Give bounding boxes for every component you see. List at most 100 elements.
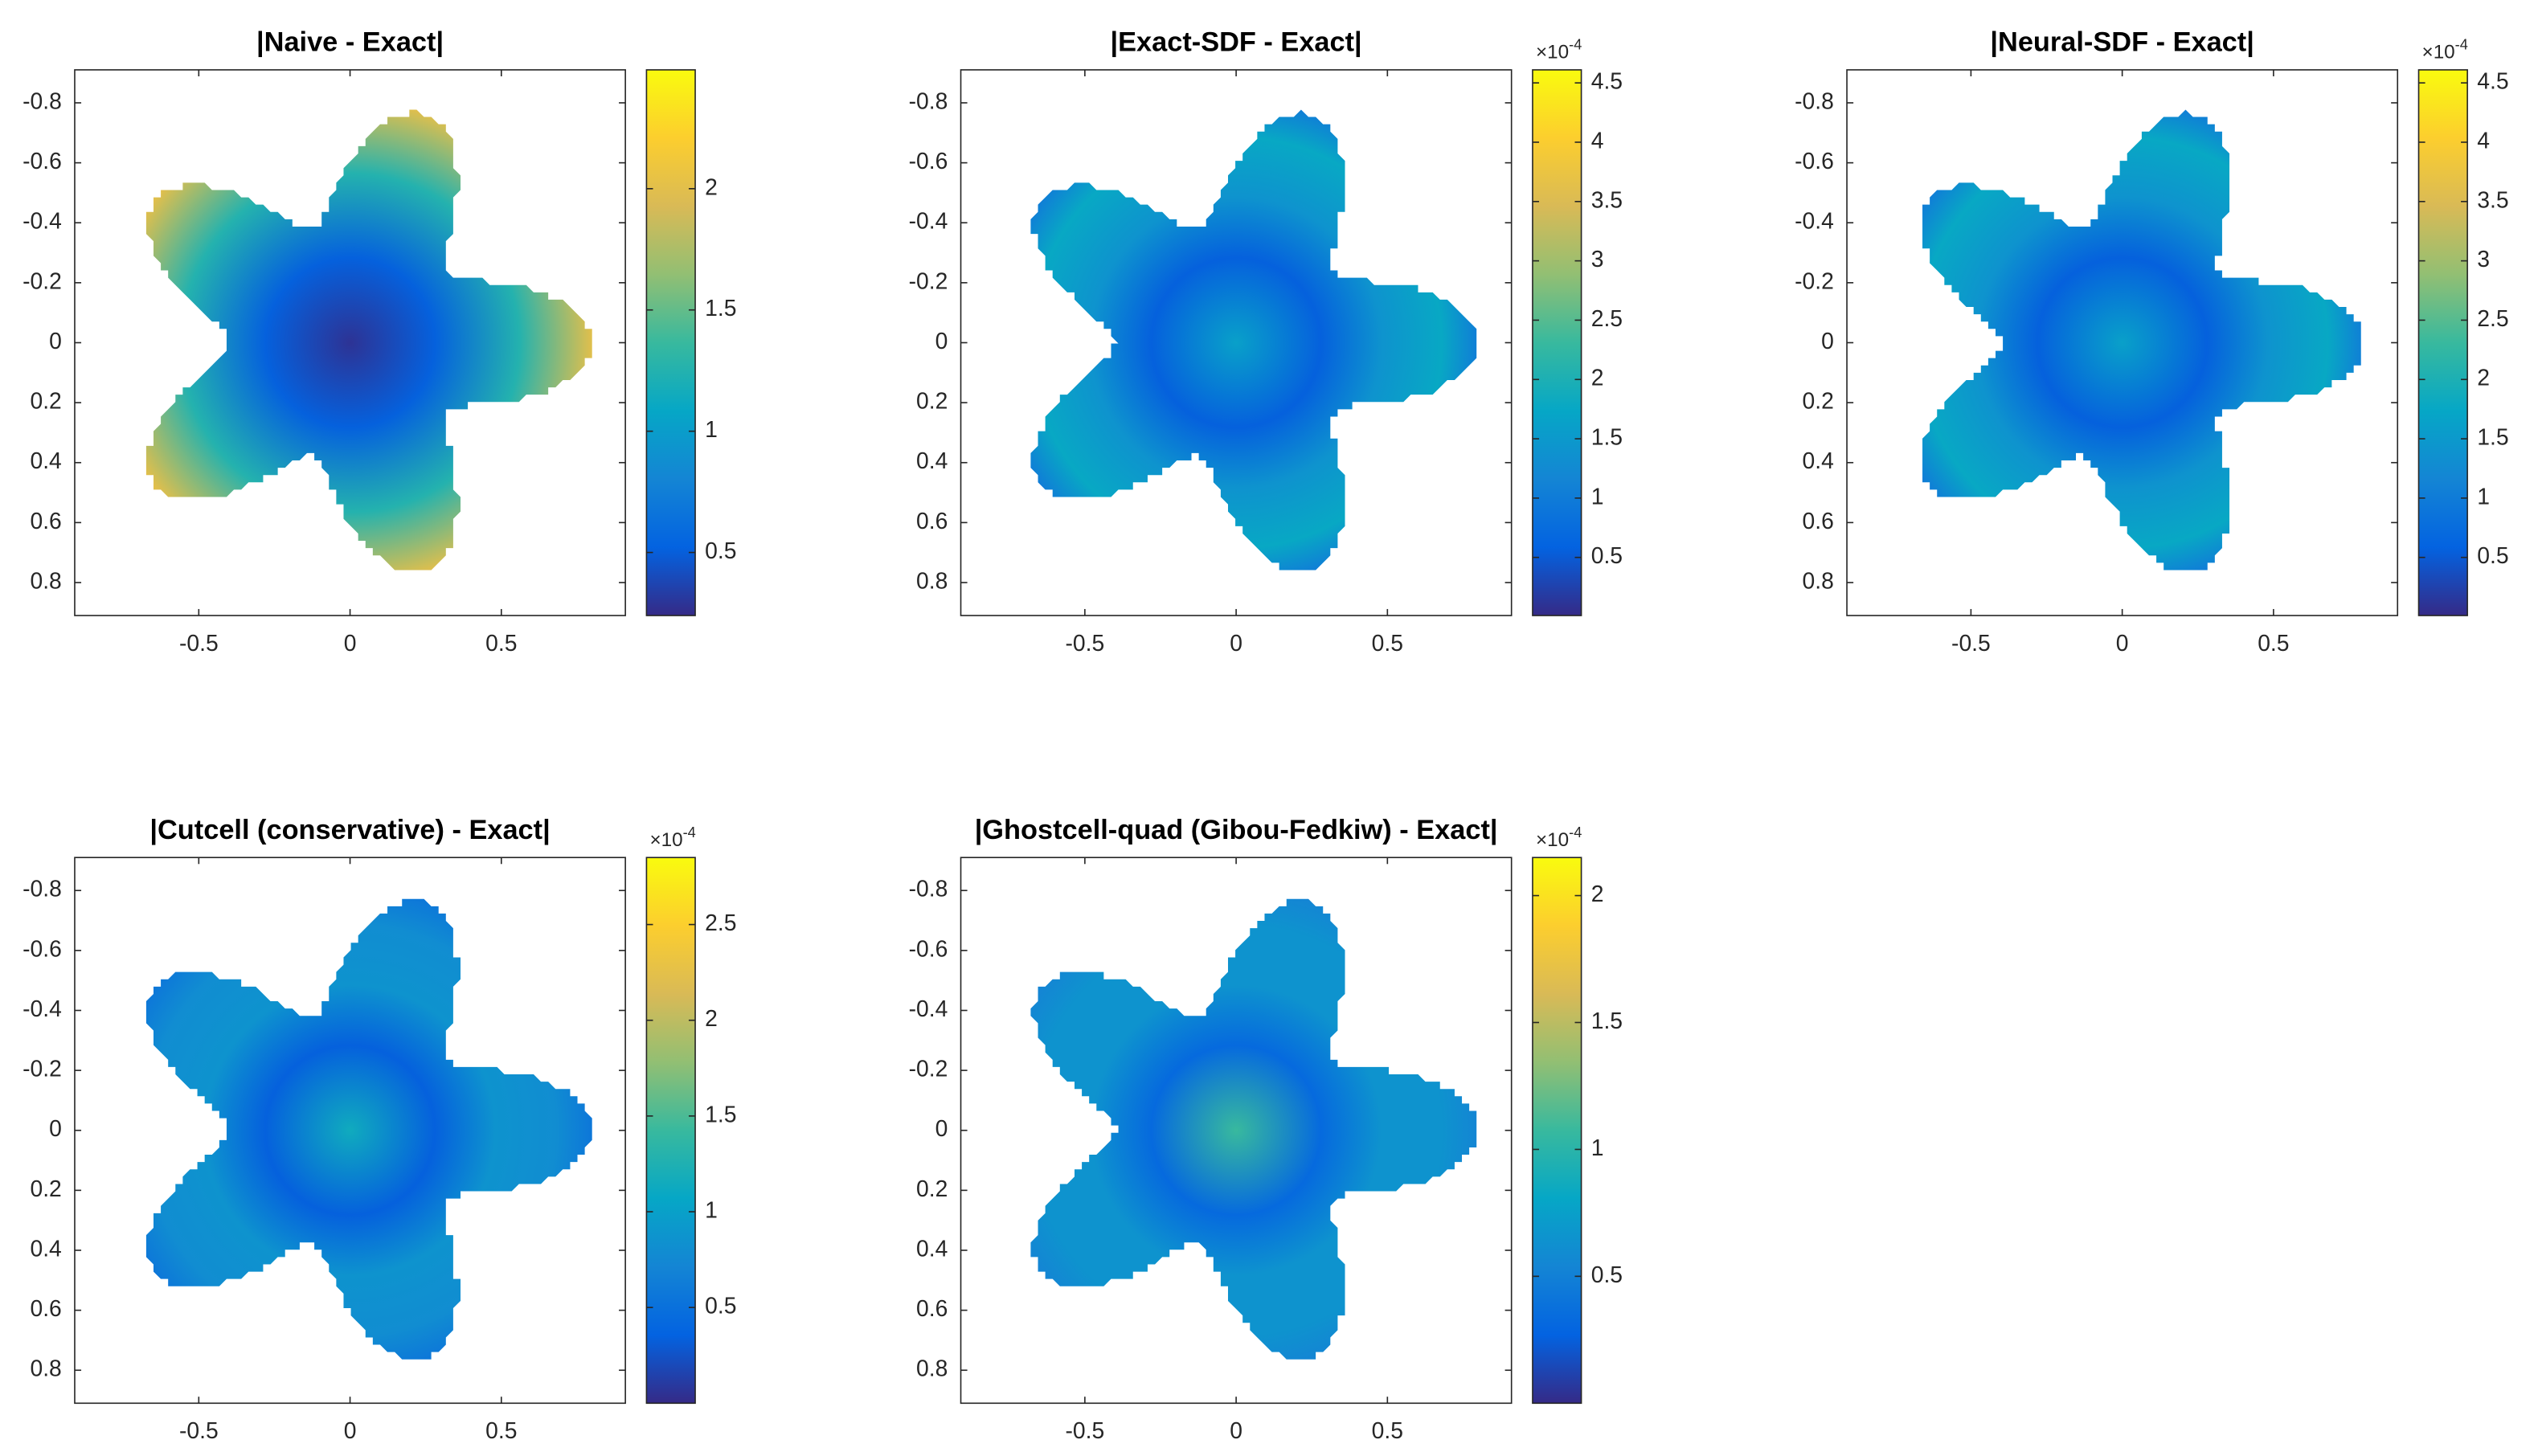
error-field — [145, 109, 592, 571]
y-tick-label: 0.4 — [30, 1235, 61, 1261]
colorbar-tick-label: 3.5 — [1591, 186, 1623, 212]
colorbar-tick-label: 2 — [705, 1005, 718, 1031]
y-tick-label: 0.6 — [1803, 508, 1834, 534]
y-tick-label: -0.4 — [909, 996, 948, 1021]
chart-title: |Exact-SDF - Exact| — [1111, 27, 1362, 58]
multiplier-base: ×10 — [1536, 829, 1569, 851]
multiplier-base: ×10 — [649, 829, 682, 851]
colorbar-multiplier: ×10-4 — [1536, 824, 1582, 852]
x-tick-label: 0 — [2116, 630, 2129, 656]
multiplier-exponent: -4 — [683, 824, 696, 840]
colorbar-tick-label: 1.5 — [1591, 1008, 1623, 1033]
panel: |Exact-SDF - Exact| -0.5 0 0.5 -0.8 -0.6 -0.4 -… — [909, 27, 1623, 656]
colorbar-tick-label: 4 — [1591, 127, 1604, 153]
colorbar — [645, 857, 696, 1405]
y-tick-label: 0 — [49, 328, 62, 354]
y-tick-label: 0.4 — [30, 448, 61, 473]
y-tick-label: 0.6 — [916, 1295, 948, 1321]
chart-title: |Ghostcell-quad (Gibou-Fedkiw) - Exact| — [975, 815, 1498, 845]
y-tick-label: -0.8 — [23, 88, 62, 113]
colorbar-tick-label: 4.5 — [1591, 68, 1623, 94]
panel: |Ghostcell-quad (Gibou-Fedkiw) - Exact| -… — [909, 815, 1623, 1443]
x-tick-label: 0 — [344, 1417, 357, 1443]
multiplier-exponent: -4 — [1569, 824, 1582, 840]
colorbar-tick-label: 1.5 — [2477, 424, 2508, 450]
x-tick-label: -0.5 — [179, 630, 219, 656]
y-tick-label: 0.8 — [1803, 567, 1834, 593]
y-tick-label: 0.6 — [916, 508, 948, 534]
error-field — [145, 898, 592, 1360]
y-tick-label: 0.2 — [916, 1176, 948, 1201]
colorbar-tick-label: 0.5 — [1591, 542, 1623, 568]
x-tick-label: -0.5 — [179, 1417, 219, 1443]
colorbar-tick-label: 0.5 — [705, 538, 736, 563]
x-tick-label: 0.5 — [1372, 1417, 1403, 1443]
error-field — [1030, 109, 1477, 571]
colorbar-multiplier: ×10-4 — [1536, 36, 1582, 63]
y-tick-label: -0.6 — [909, 935, 948, 961]
panel: |Cutcell (conservative) - Exact| -0.5 0 0.5… — [23, 815, 736, 1443]
colorbar-tick-label: 4.5 — [2477, 68, 2508, 94]
y-tick-label: 0.6 — [30, 1295, 61, 1321]
x-tick-label: 0 — [1230, 630, 1242, 656]
y-tick-label: 0.6 — [30, 508, 61, 534]
y-tick-label: 0.8 — [916, 567, 948, 593]
y-tick-label: -0.2 — [23, 268, 62, 293]
y-tick-label: -0.4 — [23, 208, 62, 234]
colorbar-tick-label: 1.5 — [705, 1101, 736, 1127]
colorbar — [1532, 69, 1582, 616]
y-tick-label: 0.2 — [916, 388, 948, 414]
y-tick-label: 0.4 — [916, 1235, 948, 1261]
colorbar-tick-label: 1 — [705, 1196, 718, 1222]
y-tick-label: -0.8 — [23, 876, 62, 902]
colorbar-tick-label: 4 — [2477, 127, 2490, 153]
x-tick-label: 0.5 — [2258, 630, 2289, 656]
x-tick-label: 0 — [1230, 1417, 1242, 1443]
panel: |Neural-SDF - Exact| -0.5 0 0.5 -0.8 -0.6 -0.4… — [1795, 27, 2508, 656]
y-tick-label: 0.2 — [30, 388, 61, 414]
y-tick-label: -0.4 — [23, 996, 62, 1021]
colorbar-tick-label: 0.5 — [2477, 542, 2508, 568]
colorbar-tick-label: 0.5 — [705, 1293, 736, 1319]
x-tick-label: -0.5 — [1065, 630, 1104, 656]
x-tick-label: 0.5 — [485, 630, 517, 656]
colorbar — [645, 69, 696, 616]
multiplier-base: ×10 — [1536, 42, 1569, 63]
error-field — [1030, 898, 1477, 1360]
y-tick-label: -0.2 — [909, 268, 948, 293]
y-tick-label: 0.8 — [30, 1356, 61, 1381]
colorbar-tick-label: 2 — [1591, 881, 1604, 906]
x-tick-label: 0 — [344, 630, 357, 656]
y-tick-label: -0.2 — [23, 1056, 62, 1082]
y-tick-label: -0.6 — [23, 935, 62, 961]
x-tick-label: 0.5 — [485, 1417, 517, 1443]
colorbar-tick-label: 1 — [1591, 483, 1604, 509]
colorbar-tick-label: 3 — [2477, 246, 2490, 272]
chart-title: |Naive - Exact| — [256, 27, 444, 58]
y-tick-label: -0.4 — [909, 208, 948, 234]
y-tick-label: -0.8 — [909, 88, 948, 113]
colorbar-tick-label: 1.5 — [1591, 424, 1623, 450]
colorbar-tick-label: 1 — [1591, 1135, 1604, 1160]
x-tick-label: -0.5 — [1065, 1417, 1104, 1443]
colorbar-tick-label: 2 — [2477, 365, 2490, 391]
colorbar-tick-label: 1 — [2477, 483, 2490, 509]
multiplier-exponent: -4 — [2455, 36, 2468, 52]
x-tick-label: -0.5 — [1951, 630, 1991, 656]
y-tick-label: 0.8 — [916, 1356, 948, 1381]
colorbar-tick-label: 3.5 — [2477, 186, 2508, 212]
colorbar-tick-label: 2.5 — [1591, 305, 1623, 331]
x-tick-label: 0.5 — [1372, 630, 1403, 656]
y-tick-label: 0.2 — [30, 1176, 61, 1201]
y-tick-label: -0.8 — [1795, 88, 1834, 113]
colorbar — [2417, 69, 2468, 616]
colorbar-tick-label: 1.5 — [705, 295, 736, 321]
chart-title: |Neural-SDF - Exact| — [1990, 27, 2254, 58]
y-tick-label: 0.8 — [30, 567, 61, 593]
y-tick-label: 0 — [935, 1115, 948, 1141]
colorbar-multiplier: ×10-4 — [649, 824, 695, 852]
error-field — [1922, 109, 2361, 571]
y-tick-label: 0 — [49, 1115, 62, 1141]
